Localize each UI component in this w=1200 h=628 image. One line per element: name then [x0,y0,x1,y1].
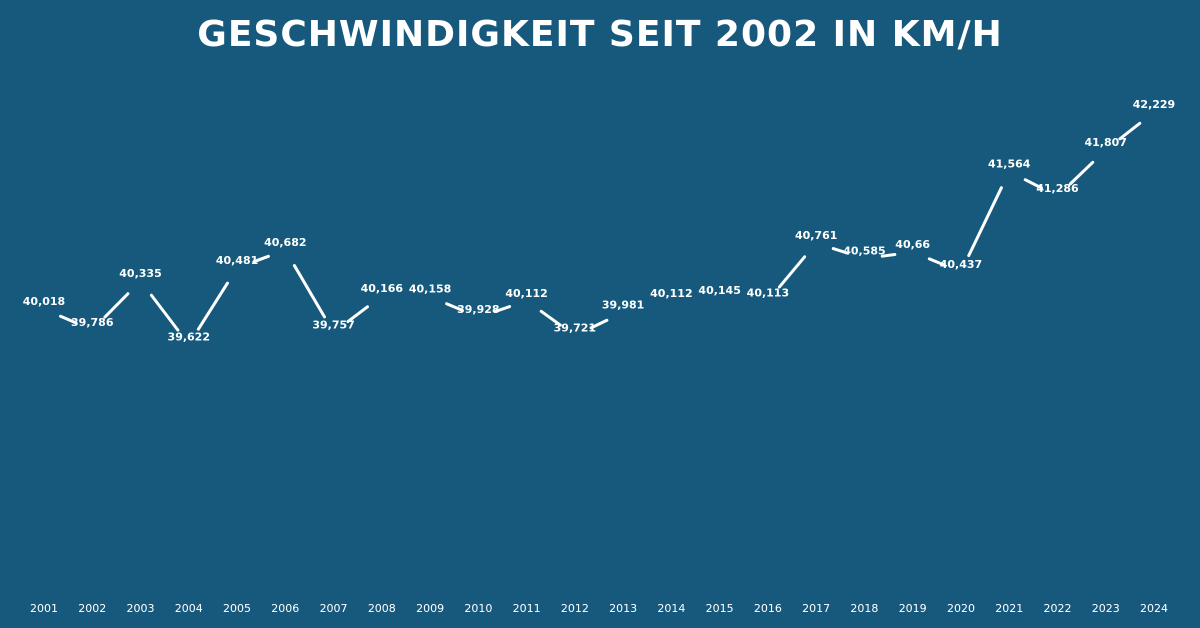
data-label-2003: 40,335 [119,267,161,280]
data-label-2017: 40,761 [795,229,837,242]
series-segment-2023-2024 [1118,121,1142,141]
data-label-2020: 40,437 [940,258,982,271]
x-tick-label-2006: 2006 [271,602,299,615]
x-tick-label-2020: 2020 [947,602,975,615]
chart-title: GESCHWINDIGKEIT SEIT 2002 IN KM/H [197,14,1003,55]
series-segment-2007-2008 [346,305,369,324]
x-tick-label-2024: 2024 [1140,602,1168,615]
series-line [59,121,1142,332]
data-label-2024: 42,229 [1133,98,1175,111]
data-label-2002: 39,786 [71,316,114,329]
x-tick-label-2003: 2003 [127,602,155,615]
x-tick-label-2012: 2012 [561,602,589,615]
data-label-2022: 41,286 [1036,182,1079,195]
series-segment-2018-2019 [880,252,897,258]
x-tick-label-2022: 2022 [1043,602,1071,615]
series-segment-2009-2010 [445,302,464,312]
x-tick-label-2004: 2004 [175,602,203,615]
x-tick-label-2021: 2021 [995,602,1023,615]
data-label-2021: 41,564 [988,157,1031,170]
data-label-2005: 40,481 [216,254,258,267]
x-tick-label-2018: 2018 [850,602,878,615]
x-axis-tick-labels: 2001 2002 2003 2004 2005 2006 2007 2008 2009 2010… [30,602,1168,615]
data-label-2006: 40,682 [264,236,306,249]
data-label-2001: 40,018 [23,295,65,308]
x-tick-label-2009: 2009 [416,602,444,615]
data-label-2004: 39,622 [168,330,210,343]
x-tick-label-2005: 2005 [223,602,251,615]
x-tick-label-2016: 2016 [754,602,782,615]
x-tick-label-2010: 2010 [464,602,492,615]
x-tick-label-2001: 2001 [30,602,58,615]
series-segment-2021-2022 [1023,178,1043,190]
data-label-2011: 40,112 [505,287,547,300]
drop-lines [43,112,1155,578]
x-tick-label-2002: 2002 [78,602,106,615]
data-label-2010: 39,928 [457,303,499,316]
series-segment-2004-2005 [196,281,229,331]
series-segment-2019-2020 [927,257,946,267]
data-label-2018: 40,585 [843,245,885,258]
data-label-2009: 40,158 [409,283,451,296]
x-tick-label-2008: 2008 [368,602,396,615]
series-segment-2005-2006 [252,254,270,264]
data-label-2014: 40,112 [650,287,692,300]
x-tick-label-2014: 2014 [657,602,685,615]
data-label-2016: 40,113 [747,287,789,300]
series-segment-2012-2013 [589,318,609,330]
series-segment-2017-2018 [831,247,849,255]
x-tick-label-2019: 2019 [899,602,927,615]
data-label-2008: 40,166 [361,282,404,295]
data-label-2023: 41,807 [1085,136,1127,149]
x-tick-label-2013: 2013 [609,602,637,615]
series-segment-2011-2012 [539,309,562,327]
x-tick-label-2015: 2015 [706,602,734,615]
data-label-2015: 40,145 [698,284,740,297]
series-segment-2001-2002 [59,314,78,325]
data-label-2012: 39,721 [554,322,596,335]
data-label-2013: 39,981 [602,298,644,311]
data-labels: 40,018 39,786 40,335 39,622 40,481 40,682 39,7… [23,98,1175,343]
series-segment-2006-2007 [292,264,326,319]
series-segment-2010-2011 [493,305,512,313]
x-tick-label-2011: 2011 [513,602,541,615]
series-segment-2016-2017 [777,255,807,289]
data-label-2007: 39,757 [312,318,354,331]
series-segment-2003-2004 [149,293,180,332]
series-segment-2002-2003 [103,292,130,319]
series-segment-2022-2023 [1068,160,1095,186]
x-tick-label-2023: 2023 [1092,602,1120,615]
x-tick-label-2007: 2007 [320,602,348,615]
series-segment-2020-2021 [967,186,1003,258]
data-label-2019: 40,66 [895,238,930,251]
x-tick-label-2017: 2017 [802,602,830,615]
